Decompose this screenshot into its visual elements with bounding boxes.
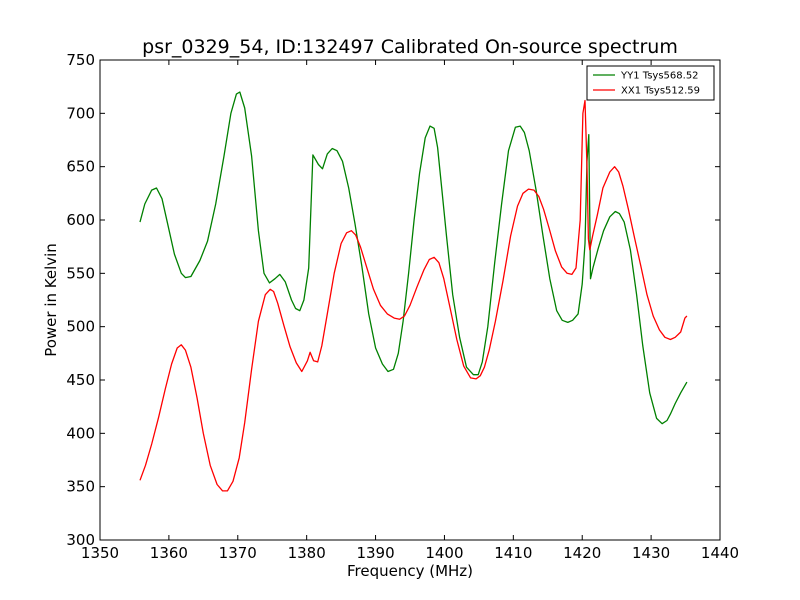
x-tick-label: 1370: [219, 544, 257, 562]
series-line-2: [139, 99, 688, 492]
x-axis-label: Frequency (MHz): [347, 562, 473, 580]
plot-frame: [99, 59, 721, 541]
legend-label-1: YY1 Tsys568.52: [620, 71, 699, 82]
x-tick-label: 1410: [494, 544, 532, 562]
legend-box: [586, 65, 715, 101]
y-tick-label: 300: [66, 531, 95, 549]
x-tick-label: 1420: [563, 544, 601, 562]
x-tick-label: 1400: [425, 544, 463, 562]
y-tick-label: 700: [66, 104, 95, 122]
x-tick-label: 1390: [356, 544, 394, 562]
series-line-1: [139, 91, 688, 425]
chart-title: psr_0329_54, ID:132497 Calibrated On-sou…: [142, 36, 678, 58]
y-tick-label: 750: [66, 51, 95, 69]
y-tick-label: 450: [66, 371, 95, 389]
ticks-layer: 1350 1360 1370 1380 1390 1400 1410 1420 1430 1440…: [66, 51, 739, 562]
x-tick-label: 1380: [288, 544, 326, 562]
y-tick-label: 500: [66, 318, 95, 336]
x-tick-label: 1360: [150, 544, 188, 562]
y-tick-label: 600: [66, 211, 95, 229]
legend: YY1 Tsys568.52 XX1 Tsys512.59: [586, 65, 715, 101]
x-tick-label: 1440: [701, 544, 739, 562]
series-layer: [139, 91, 688, 492]
x-tick-label: 1350: [81, 544, 119, 562]
y-axis-label: Power in Kelvin: [42, 243, 60, 357]
y-tick-label: 350: [66, 478, 95, 496]
y-tick-label: 400: [66, 424, 95, 442]
y-tick-label: 650: [66, 158, 95, 176]
y-tick-label: 550: [66, 264, 95, 282]
x-tick-label: 1430: [632, 544, 670, 562]
legend-label-2: XX1 Tsys512.59: [621, 86, 700, 97]
